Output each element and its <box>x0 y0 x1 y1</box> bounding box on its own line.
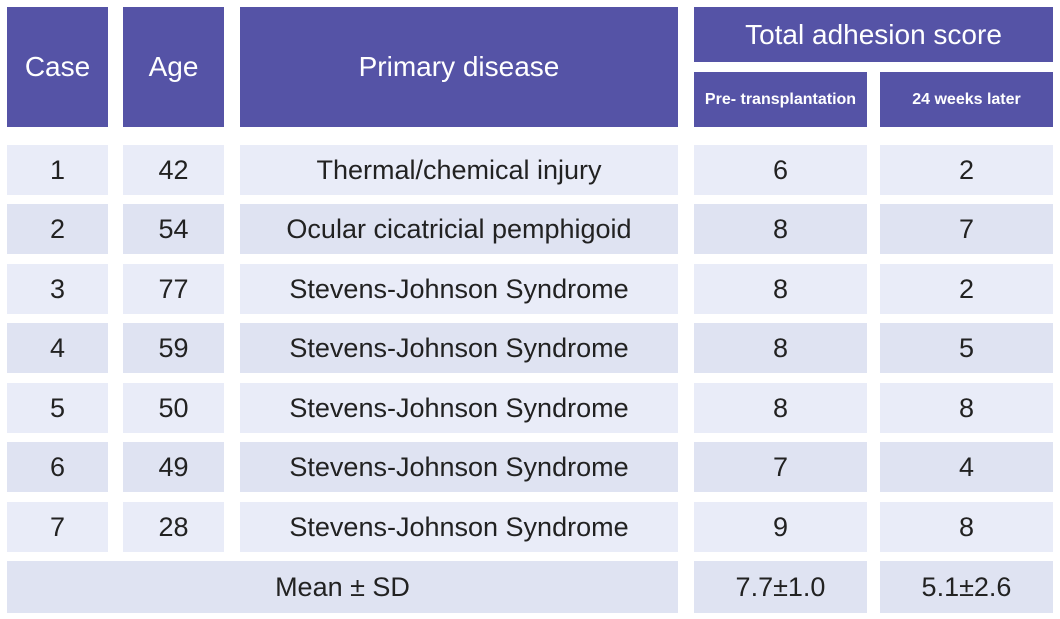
header-primary-disease: Primary disease <box>240 7 678 127</box>
row-2-case: 2 <box>7 204 108 254</box>
row-1-age: 42 <box>123 145 224 195</box>
row-4-pre: 8 <box>694 323 867 373</box>
header-24-weeks-later: 24 weeks later <box>880 72 1053 127</box>
row-7-disease: Stevens-Johnson Syndrome <box>240 502 678 552</box>
summary-label: Mean ± SD <box>7 561 678 613</box>
header-case: Case <box>7 7 108 127</box>
row-5-pre: 8 <box>694 383 867 433</box>
row-6-pre: 7 <box>694 442 867 492</box>
row-3-pre: 8 <box>694 264 867 314</box>
row-6-age: 49 <box>123 442 224 492</box>
row-3-case: 3 <box>7 264 108 314</box>
row-1-pre: 6 <box>694 145 867 195</box>
row-1-post: 2 <box>880 145 1053 195</box>
row-4-disease: Stevens-Johnson Syndrome <box>240 323 678 373</box>
row-7-age: 28 <box>123 502 224 552</box>
row-5-age: 50 <box>123 383 224 433</box>
summary-pre: 7.7±1.0 <box>694 561 867 613</box>
row-4-post: 5 <box>880 323 1053 373</box>
header-age: Age <box>123 7 224 127</box>
row-2-post: 7 <box>880 204 1053 254</box>
row-6-post: 4 <box>880 442 1053 492</box>
row-3-post: 2 <box>880 264 1053 314</box>
row-5-disease: Stevens-Johnson Syndrome <box>240 383 678 433</box>
row-2-pre: 8 <box>694 204 867 254</box>
row-7-post: 8 <box>880 502 1053 552</box>
row-3-disease: Stevens-Johnson Syndrome <box>240 264 678 314</box>
row-4-case: 4 <box>7 323 108 373</box>
row-6-disease: Stevens-Johnson Syndrome <box>240 442 678 492</box>
row-1-case: 1 <box>7 145 108 195</box>
row-1-disease: Thermal/chemical injury <box>240 145 678 195</box>
row-5-post: 8 <box>880 383 1053 433</box>
row-3-age: 77 <box>123 264 224 314</box>
header-pre-transplantation: Pre- transplantation <box>694 72 867 127</box>
row-7-case: 7 <box>7 502 108 552</box>
summary-post: 5.1±2.6 <box>880 561 1053 613</box>
row-2-disease: Ocular cicatricial pemphigoid <box>240 204 678 254</box>
row-4-age: 59 <box>123 323 224 373</box>
row-7-pre: 9 <box>694 502 867 552</box>
row-2-age: 54 <box>123 204 224 254</box>
header-total-adhesion-score: Total adhesion score <box>694 7 1053 62</box>
row-5-case: 5 <box>7 383 108 433</box>
row-6-case: 6 <box>7 442 108 492</box>
